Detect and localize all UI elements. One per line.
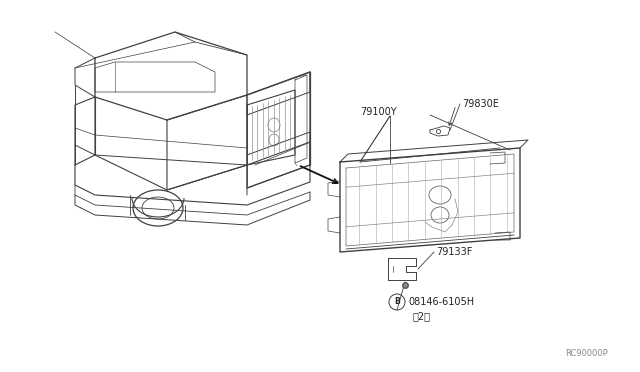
Text: 08146-6105H: 08146-6105H <box>408 297 474 307</box>
Text: （2）: （2） <box>413 311 431 321</box>
Text: 79830E: 79830E <box>462 99 499 109</box>
Text: B: B <box>394 298 400 307</box>
Text: 79100Y: 79100Y <box>360 107 397 117</box>
Text: RC90000P: RC90000P <box>565 349 608 358</box>
Text: 79133F: 79133F <box>436 247 472 257</box>
